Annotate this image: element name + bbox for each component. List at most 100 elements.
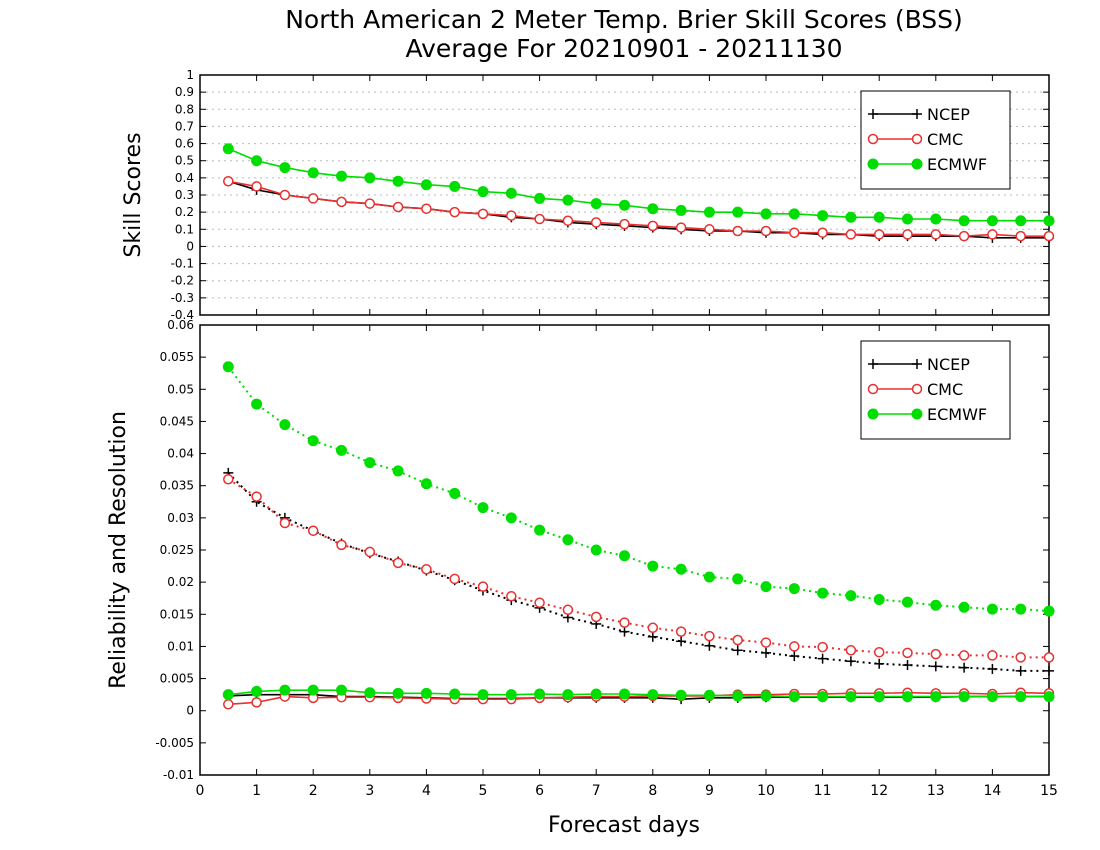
y-tick-label: 0.04 — [167, 447, 194, 461]
x-tick-label: 4 — [422, 783, 431, 799]
data-point-ncep-resolution — [789, 651, 800, 662]
data-point-cmc — [1043, 230, 1055, 242]
data-point-ecmwf-reliability — [251, 685, 263, 697]
x-tick-label: 0 — [196, 783, 205, 799]
data-point-ecmwf — [336, 170, 347, 182]
data-point-ecmwf-reliability — [675, 689, 687, 701]
data-point-ncep-resolution — [817, 653, 828, 664]
x-tick-label: 11 — [814, 783, 832, 799]
x-tick-label: 5 — [479, 783, 488, 799]
data-point-ecmwf-resolution — [222, 361, 234, 373]
skill-scores-y-axis-label: Skill Scores — [121, 132, 146, 257]
data-point-ecmwf — [817, 210, 829, 222]
legend-marker — [868, 359, 878, 369]
y-tick-label: 0.1 — [175, 222, 194, 236]
data-point-ecmwf — [505, 187, 517, 199]
data-point-ecmwf-reliability — [449, 688, 461, 700]
data-point-ecmwf — [590, 198, 602, 210]
data-point-ecmwf — [562, 194, 574, 206]
data-point-cmc-reliability — [251, 697, 262, 708]
data-point-ncep-resolution — [987, 663, 998, 674]
data-point-ecmwf-resolution — [364, 457, 376, 469]
data-point-ecmwf-reliability — [873, 691, 885, 703]
data-point-ecmwf-reliability — [392, 687, 404, 699]
legend-entry-cmc: CMC — [867, 380, 963, 399]
data-point-ecmwf — [760, 208, 772, 220]
data-point-cmc — [873, 229, 885, 240]
legend-marker — [867, 383, 879, 395]
y-tick-label: 0.03 — [167, 511, 194, 525]
data-point-ecmwf-resolution — [619, 550, 630, 562]
y-tick-label: 1 — [186, 68, 194, 82]
data-point-ncep-resolution — [619, 626, 630, 637]
legend-marker — [912, 359, 922, 369]
data-point-cmc — [675, 222, 687, 233]
x-tick-label: 3 — [365, 783, 374, 799]
data-point-cmc — [590, 217, 602, 228]
data-point-ecmwf-reliability — [279, 684, 291, 696]
series-line-ncep-resolution — [227, 472, 1049, 672]
data-point-cmc-resolution — [279, 517, 291, 529]
legend-entry-ncep: NCEP — [868, 355, 970, 374]
data-point-ecmwf-resolution — [279, 419, 291, 431]
legend-marker — [867, 408, 879, 420]
data-point-ecmwf — [788, 208, 800, 220]
series-ecmwf — [222, 143, 1055, 227]
data-point-cmc — [562, 215, 574, 226]
y-tick-label: 0.8 — [175, 102, 194, 116]
legend-label-ecmwf: ECMWF — [927, 405, 987, 424]
legend-entry-ecmwf: ECMWF — [867, 155, 987, 174]
data-point-cmc-resolution — [902, 647, 913, 659]
y-tick-label: -0.005 — [155, 736, 194, 750]
data-point-cmc-resolution — [421, 564, 432, 575]
data-point-cmc — [704, 224, 715, 235]
data-point-ecmwf-resolution — [873, 594, 885, 605]
data-point-cmc — [392, 201, 404, 213]
data-point-ecmwf-resolution — [675, 563, 687, 575]
data-point-ecmwf-reliability — [619, 688, 630, 700]
data-point-ecmwf-resolution — [590, 544, 602, 556]
data-point-ecmwf-resolution — [958, 601, 970, 613]
y-tick-label: 0.5 — [175, 154, 194, 168]
reliability-resolution-panel: -0.01 -0.005 0 0.005 0.01 0.015 0.02 0.025 0.03 0… — [155, 318, 1058, 799]
data-point-ncep-resolution — [1015, 665, 1026, 676]
data-point-ecmwf — [307, 167, 319, 179]
data-point-ncep-resolution — [732, 645, 743, 656]
y-tick-label: -0.1 — [171, 257, 194, 271]
data-point-ecmwf — [251, 155, 263, 167]
legend-label-ncep: NCEP — [927, 355, 970, 374]
y-tick-label: 0.01 — [167, 639, 194, 653]
data-point-ecmwf-reliability — [788, 691, 800, 703]
data-point-cmc — [817, 227, 828, 238]
y-tick-label: -0.01 — [163, 768, 194, 782]
legend-marker — [912, 109, 922, 119]
legend-label-ecmwf: ECMWF — [927, 155, 987, 174]
x-tick-label: 15 — [1040, 783, 1058, 799]
data-point-ecmwf — [986, 215, 998, 227]
data-point-ecmwf — [222, 143, 234, 155]
data-point-ecmwf — [477, 186, 489, 198]
data-point-ecmwf — [732, 206, 744, 218]
data-point-cmc — [1015, 230, 1026, 242]
data-point-ecmwf-resolution — [307, 435, 319, 447]
data-point-ecmwf-resolution — [845, 590, 857, 602]
data-point-ecmwf-reliability — [817, 691, 829, 703]
data-point-ecmwf-reliability — [590, 688, 602, 700]
skill-scores-panel: -0.4 -0.3 -0.2 -0.1 0 0.1 0.2 0.3 0.4 0.5 0.6 0.7 0.… — [171, 68, 1055, 322]
data-point-ecmwf — [1043, 215, 1055, 227]
data-point-ecmwf-reliability — [902, 691, 913, 703]
y-tick-label: 0.3 — [175, 188, 194, 202]
data-point-ecmwf-resolution — [817, 587, 829, 599]
data-point-ecmwf-resolution — [392, 465, 404, 477]
data-point-ncep-resolution — [704, 640, 715, 651]
data-point-ecmwf-reliability — [845, 691, 857, 703]
x-tick-label: 12 — [870, 783, 888, 799]
data-point-ecmwf-resolution — [449, 487, 461, 499]
data-point-cmc — [506, 210, 517, 221]
data-point-ecmwf — [534, 192, 546, 204]
y-tick-label: -0.4 — [171, 308, 194, 322]
chart-title-line1: North American 2 Meter Temp. Brier Skill… — [285, 5, 963, 34]
data-point-ecmwf-resolution — [760, 581, 772, 593]
data-point-ecmwf-reliability — [307, 684, 319, 696]
